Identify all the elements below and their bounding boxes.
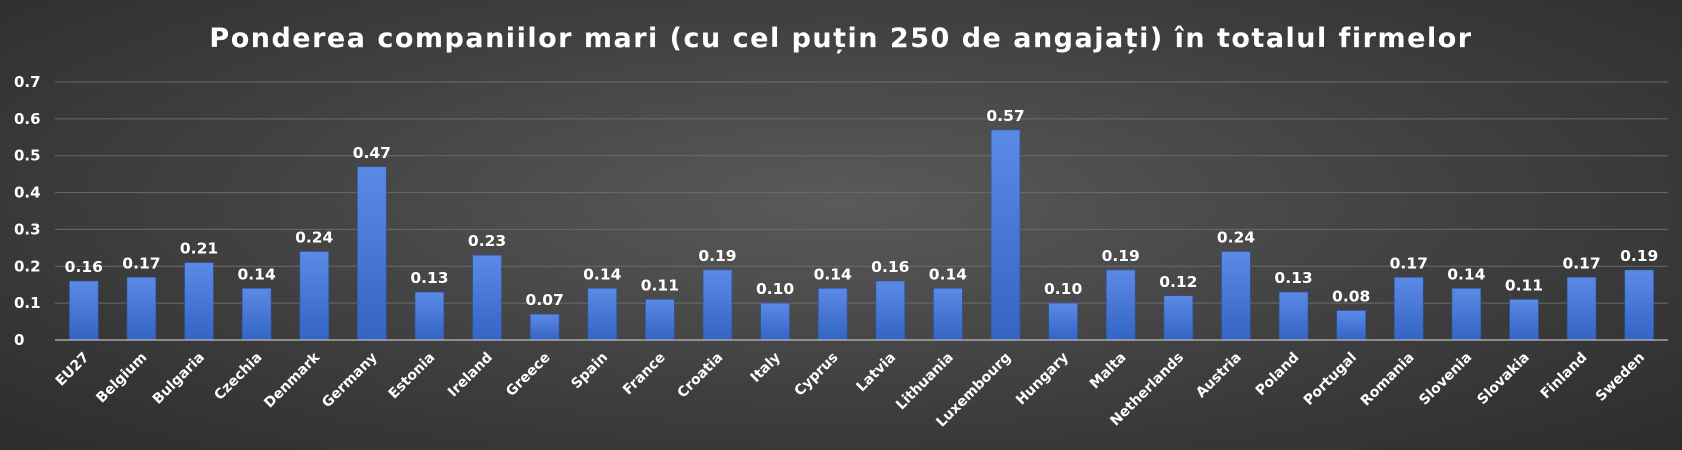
- data-label: 0.12: [1159, 273, 1197, 291]
- data-label: 0.11: [641, 276, 679, 294]
- data-label: 0.19: [1102, 247, 1140, 265]
- bar-lithuania: [933, 288, 963, 341]
- data-label: 0.14: [583, 265, 621, 283]
- y-tick-label: 0.4: [14, 184, 41, 202]
- data-label: 0.17: [1562, 254, 1600, 272]
- data-label: 0.10: [1044, 280, 1082, 298]
- bar-spain: [587, 288, 617, 341]
- data-labels: 0.16 0.17 0.21 0.14 0.24 0.47 0.13 0.23 0.07 0.14…: [65, 107, 1659, 309]
- bar-denmark: [299, 251, 329, 341]
- bar-bulgaria: [184, 262, 214, 341]
- data-label: 0.11: [1505, 276, 1543, 294]
- data-label: 0.13: [1274, 269, 1312, 287]
- bar-malta: [1106, 269, 1136, 341]
- bar-slovakia: [1509, 299, 1539, 341]
- x-tick-label: Bulgaria: [150, 350, 208, 408]
- bar-portugal: [1336, 310, 1366, 341]
- x-tick-label: Spain: [568, 350, 611, 393]
- bar-italy: [760, 302, 790, 341]
- data-label: 0.23: [468, 232, 506, 250]
- data-label: 0.14: [814, 265, 852, 283]
- bar-slovenia: [1451, 288, 1482, 341]
- chart-title: Ponderea companiilor mari (cu cel puțin …: [209, 23, 1472, 54]
- data-label: 0.19: [698, 247, 736, 265]
- x-tick-label: Portugal: [1301, 350, 1360, 409]
- y-axis-ticks: 0 0.1 0.2 0.3 0.4 0.5 0.6 0.7: [14, 73, 41, 349]
- x-tick-label: Romania: [1358, 350, 1418, 410]
- x-tick-label: Denmark: [261, 349, 323, 411]
- bar-estonia: [414, 291, 445, 341]
- data-label: 0.47: [353, 144, 391, 162]
- x-tick-label: Belgium: [93, 350, 150, 407]
- y-tick-label: 0.6: [14, 110, 41, 128]
- bar-croatia: [702, 269, 733, 341]
- bar-latvia: [875, 280, 906, 341]
- data-label: 0.57: [986, 107, 1024, 125]
- data-label: 0.16: [65, 258, 103, 276]
- data-label: 0.24: [295, 229, 333, 247]
- bar-romania: [1394, 277, 1424, 341]
- x-tick-label: Malta: [1087, 350, 1130, 393]
- x-tick-label: EU27: [53, 350, 93, 390]
- data-label: 0.10: [756, 280, 794, 298]
- bar-greece: [529, 313, 560, 341]
- y-tick-label: 0: [14, 331, 24, 349]
- bar-hungary: [1048, 302, 1078, 341]
- x-axis-ticks: EU27 Belgium Bulgaria CzechiaDenmarkGermany…: [53, 349, 1648, 430]
- bar-austria: [1221, 251, 1251, 341]
- x-tick-label: Greece: [503, 350, 553, 400]
- bars: [69, 129, 1654, 341]
- y-tick-label: 0.1: [14, 294, 41, 312]
- data-label: 0.19: [1620, 247, 1658, 265]
- y-tick-label: 0.5: [14, 147, 41, 165]
- x-tick-label: Czechia: [211, 350, 265, 404]
- bar-sweden: [1624, 269, 1654, 341]
- bar-luxembourg: [990, 129, 1021, 341]
- x-tick-label: Ireland: [445, 350, 496, 401]
- data-label: 0.21: [180, 240, 218, 258]
- data-label: 0.17: [1390, 254, 1428, 272]
- x-tick-label: Finland: [1538, 350, 1591, 403]
- bar-eu27: [69, 280, 99, 341]
- x-tick-label: Slovakia: [1474, 350, 1532, 408]
- x-tick-label: Croatia: [675, 350, 727, 402]
- bar-finland: [1566, 277, 1597, 341]
- x-tick-label: Hungary: [1013, 350, 1072, 409]
- bar-germany: [357, 166, 387, 341]
- x-tick-label: Sweden: [1593, 350, 1648, 405]
- bar-ireland: [472, 254, 502, 341]
- y-tick-label: 0.7: [14, 73, 41, 91]
- data-label: 0.14: [238, 265, 276, 283]
- bar-belgium: [126, 277, 157, 341]
- x-tick-label: Poland: [1253, 350, 1303, 400]
- data-label: 0.14: [929, 265, 967, 283]
- y-tick-label: 0.3: [14, 220, 41, 238]
- data-label: 0.08: [1332, 288, 1370, 306]
- data-label: 0.07: [526, 291, 564, 309]
- x-tick-label: Italy: [748, 350, 784, 386]
- x-tick-label: Cyprus: [792, 350, 842, 400]
- x-tick-label: Germany: [319, 350, 381, 412]
- x-tick-label: Lithuania: [893, 350, 957, 414]
- data-label: 0.16: [871, 258, 909, 276]
- bar-france: [645, 299, 675, 341]
- x-tick-label: France: [620, 350, 669, 399]
- data-label: 0.14: [1447, 265, 1485, 283]
- x-tick-label: Latvia: [854, 350, 900, 396]
- x-tick-label: Estonia: [386, 350, 439, 403]
- bar-czechia: [241, 288, 272, 341]
- bar-netherlands: [1163, 295, 1194, 341]
- bar-poland: [1278, 291, 1309, 341]
- data-label: 0.13: [410, 269, 448, 287]
- bar-cyprus: [817, 288, 848, 341]
- data-label: 0.24: [1217, 229, 1255, 247]
- data-label: 0.17: [122, 254, 160, 272]
- x-tick-label: Austria: [1193, 350, 1245, 402]
- y-tick-label: 0.2: [14, 257, 41, 275]
- x-tick-label: Slovenia: [1416, 350, 1475, 409]
